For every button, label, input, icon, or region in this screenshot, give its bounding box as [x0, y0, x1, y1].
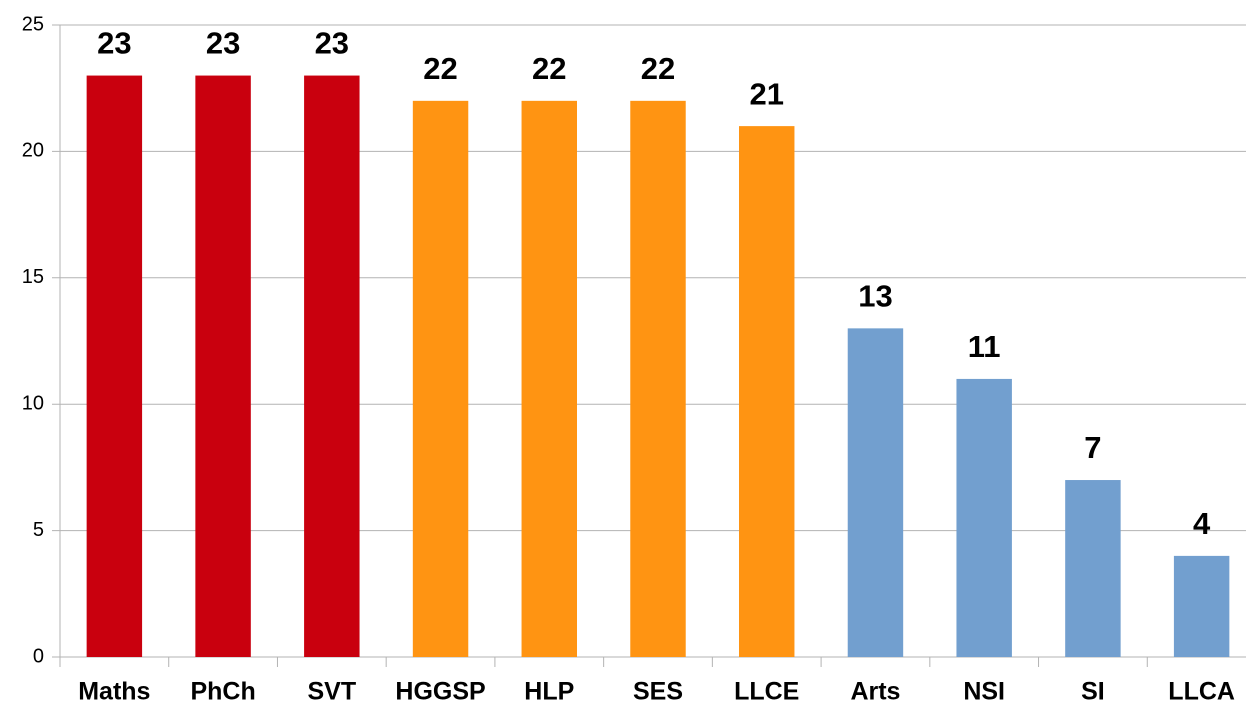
- y-tick-label: 5: [33, 519, 44, 541]
- bar: [521, 100, 577, 658]
- data-label: 11: [968, 329, 1001, 364]
- bar: [1173, 555, 1230, 657]
- bar: [739, 126, 795, 658]
- data-label: 22: [641, 51, 675, 86]
- data-label: 22: [423, 51, 457, 86]
- bar: [304, 75, 360, 657]
- data-label: 21: [749, 76, 783, 111]
- x-tick-label: PhCh: [190, 678, 255, 706]
- x-tick-label: SI: [1081, 678, 1105, 706]
- x-tick-label: SVT: [308, 678, 357, 706]
- data-label: 7: [1084, 430, 1101, 465]
- data-label: 4: [1193, 506, 1211, 541]
- data-label: 13: [858, 279, 892, 314]
- x-tick-label: Maths: [78, 678, 150, 706]
- x-tick-label: HGGSP: [395, 678, 485, 706]
- x-tick-label: LLCE: [734, 678, 799, 706]
- x-tick-label: Arts: [850, 678, 900, 706]
- bar: [1065, 480, 1121, 657]
- data-label: 23: [97, 26, 131, 61]
- data-label: 23: [315, 26, 349, 61]
- bar: [847, 328, 904, 657]
- x-tick-label: LLCA: [1168, 678, 1235, 706]
- bar: [956, 378, 1012, 657]
- bar: [630, 100, 686, 658]
- y-tick-label: 25: [22, 13, 44, 35]
- bar: [195, 75, 251, 657]
- y-tick-label: 0: [33, 645, 44, 667]
- x-tick-label: SES: [633, 678, 683, 706]
- data-label: 23: [206, 26, 240, 61]
- bar: [412, 100, 469, 658]
- bar: [86, 75, 143, 657]
- y-tick-label: 20: [22, 140, 44, 162]
- x-tick-label: NSI: [963, 678, 1005, 706]
- y-tick-label: 10: [22, 392, 44, 414]
- data-label: 22: [532, 51, 566, 86]
- x-tick-label: HLP: [524, 678, 574, 706]
- y-tick-label: 15: [22, 266, 44, 288]
